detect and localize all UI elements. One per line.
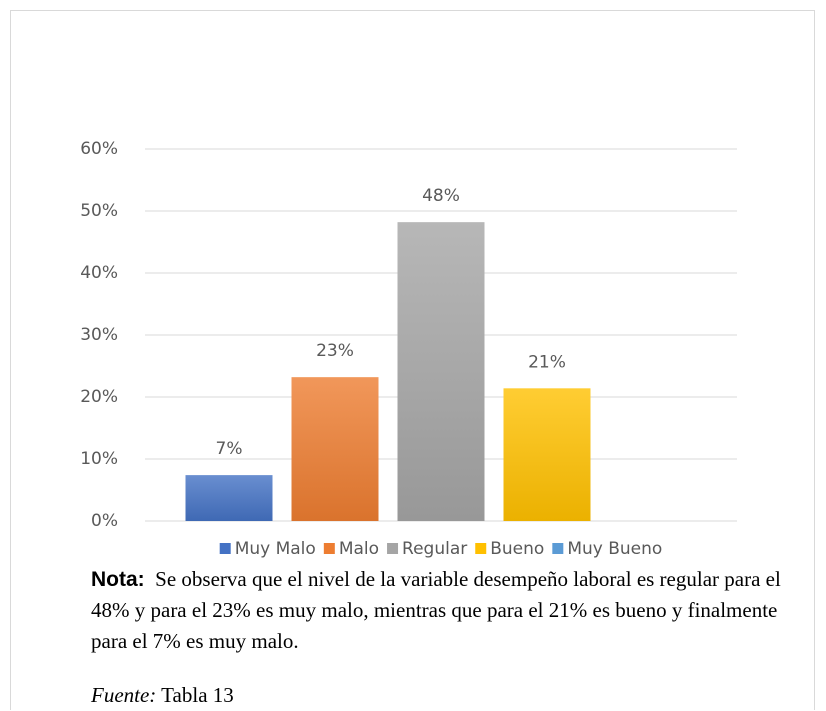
- source-label: Fuente:: [91, 683, 157, 707]
- chart-frame: [10, 10, 815, 710]
- note-label: Nota:: [91, 568, 145, 591]
- legend-label: Regular: [402, 539, 467, 559]
- y-tick-label: 60%: [80, 139, 118, 159]
- legend-swatch: [387, 543, 399, 554]
- bar: [185, 475, 273, 521]
- bar: [503, 388, 591, 521]
- legend-swatch: [475, 543, 487, 554]
- legend-swatch: [552, 543, 564, 554]
- legend-swatch: [219, 543, 231, 554]
- y-tick-label: 10%: [80, 449, 118, 469]
- data-label: 21%: [528, 352, 566, 372]
- data-label: 48%: [422, 186, 460, 206]
- legend-label: Muy Malo: [235, 539, 316, 559]
- bar: [291, 377, 379, 521]
- y-tick-label: 40%: [80, 263, 118, 283]
- note-text: Se observa que el nivel de la variable d…: [91, 567, 781, 653]
- data-label: 7%: [216, 439, 243, 459]
- y-tick-label: 50%: [80, 201, 118, 221]
- source: Fuente: Tabla 13: [91, 683, 234, 708]
- y-tick-label: 30%: [80, 325, 118, 345]
- y-tick-label: 20%: [80, 387, 118, 407]
- legend-label: Malo: [339, 539, 379, 559]
- data-label: 23%: [316, 341, 354, 361]
- bar: [397, 222, 485, 521]
- legend-label: Bueno: [490, 539, 544, 559]
- y-tick-label: 0%: [91, 511, 118, 531]
- legend-swatch: [323, 543, 335, 554]
- note: Nota: Se observa que el nivel de la vari…: [91, 564, 811, 657]
- source-text: Tabla 13: [161, 683, 234, 707]
- legend-label: Muy Bueno: [567, 539, 662, 559]
